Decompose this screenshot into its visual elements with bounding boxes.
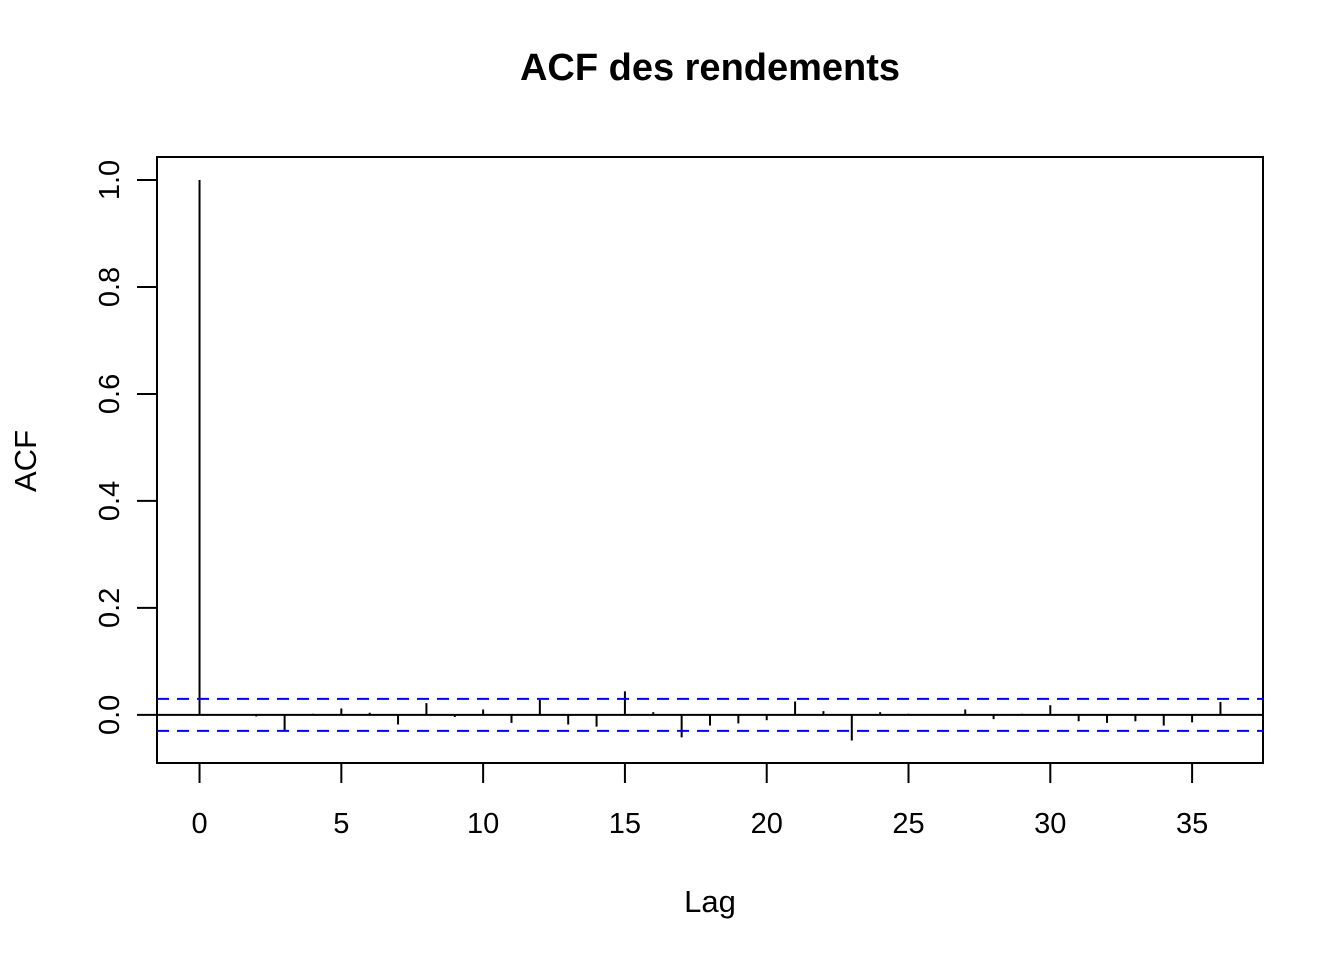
y-tick-label: 0.4 xyxy=(94,481,126,521)
x-tick-label: 10 xyxy=(467,808,499,840)
chart-title: ACF des rendements xyxy=(520,47,900,89)
acf-marks xyxy=(157,179,1263,741)
y-tick-label: 1.0 xyxy=(94,160,126,200)
y-tick-label: 0.6 xyxy=(94,374,126,414)
y-tick-label: 0.8 xyxy=(94,267,126,307)
y-tick-label: 0.2 xyxy=(94,588,126,628)
plot-frame xyxy=(156,156,1264,764)
x-tick-label: 25 xyxy=(892,808,924,840)
y-tick-label: 0.0 xyxy=(94,695,126,735)
x-tick-label: 35 xyxy=(1176,808,1208,840)
x-tick-label: 20 xyxy=(751,808,783,840)
x-axis-label: Lag xyxy=(684,884,736,919)
x-tick-label: 5 xyxy=(333,808,349,840)
y-axis-label: ACF xyxy=(8,430,43,492)
x-tick-label: 30 xyxy=(1034,808,1066,840)
x-tick-label: 0 xyxy=(191,808,207,840)
x-tick-label: 15 xyxy=(609,808,641,840)
x-axis: 0 5 10 15 20 25 30 35 xyxy=(191,762,1208,840)
y-axis: 0.0 0.2 0.4 0.6 0.8 1.0 xyxy=(94,160,158,735)
